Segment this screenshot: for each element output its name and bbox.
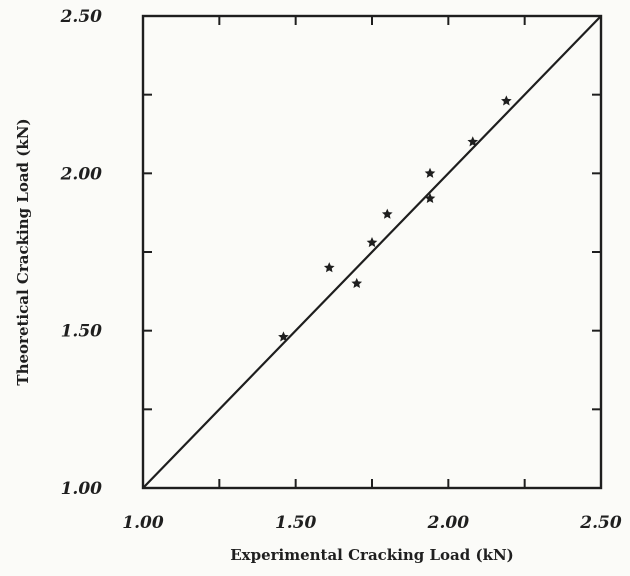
data-points (278, 95, 512, 342)
x-tick-label-1: 1.50 (275, 513, 317, 533)
axis-ticks (142, 15, 602, 489)
y-tick-label-3: 2.50 (60, 7, 103, 27)
reference-line-group (142, 15, 602, 489)
data-point-0-5 (424, 167, 436, 178)
data-point-0-3 (366, 236, 378, 248)
reference-line (142, 15, 602, 489)
data-point-0-2 (351, 277, 363, 288)
y-tick-label-2: 2.00 (60, 164, 103, 184)
x-tick-label-3: 2.50 (579, 513, 622, 533)
data-point-0-6 (424, 192, 436, 204)
x-tick-labels: 1.00 1.50 2.00 2.50 (122, 513, 622, 533)
x-axis-title: Experimental Cracking Load (kN) (230, 546, 514, 564)
data-point-0-1 (323, 262, 335, 273)
data-point-0-4 (381, 208, 393, 219)
x-tick-label-0: 1.00 (122, 513, 164, 533)
data-point-0-8 (501, 95, 512, 106)
y-tick-labels: 1.00 1.50 2.00 2.50 (60, 7, 103, 499)
data-point-0-0 (278, 331, 289, 342)
y-tick-label-0: 1.00 (61, 479, 103, 499)
data-point-0-7 (467, 136, 479, 147)
y-tick-label-1: 1.50 (61, 322, 103, 342)
x-tick-label-2: 2.00 (427, 513, 470, 533)
y-axis-title: Theoretical Cracking Load (kN) (14, 118, 32, 385)
